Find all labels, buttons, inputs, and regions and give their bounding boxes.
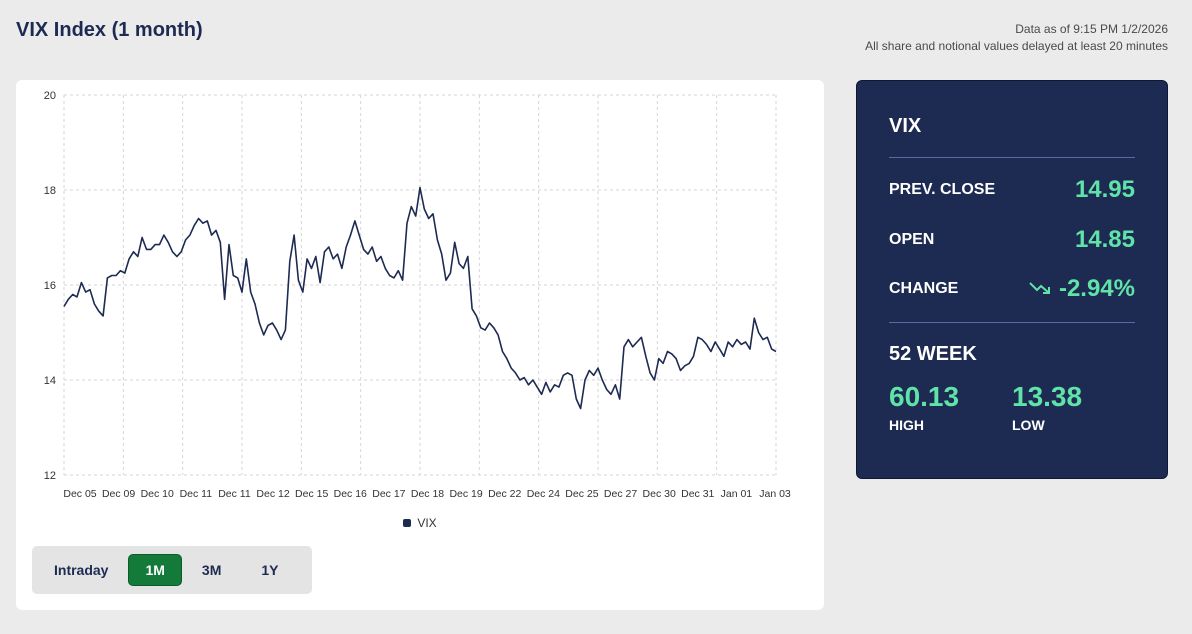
chart-card: 12 14 16 18 20 Dec 05 Dec 09 Dec 10 Dec 11 Dec 11… bbox=[16, 80, 824, 610]
prev-close-label: PREV. CLOSE bbox=[889, 181, 996, 198]
legend-label: VIX bbox=[417, 516, 437, 530]
x-tick-label: Jan 01 bbox=[721, 488, 753, 500]
y-tick-label: 16 bbox=[44, 280, 56, 292]
vix-line-chart[interactable]: 12 14 16 18 20 Dec 05 Dec 09 Dec 10 Dec 11 Dec 11… bbox=[16, 80, 824, 510]
x-tick-label: Dec 12 bbox=[256, 488, 289, 500]
range-button-1m[interactable]: 1M bbox=[128, 554, 182, 586]
x-tick-label: Dec 16 bbox=[334, 488, 367, 500]
change-value-group: -2.94% bbox=[1029, 275, 1135, 303]
y-tick-label: 14 bbox=[44, 375, 56, 387]
x-tick-label: Dec 24 bbox=[527, 488, 560, 500]
x-tick-label: Dec 17 bbox=[372, 488, 405, 500]
x-tick-label: Dec 15 bbox=[295, 488, 328, 500]
x-tick-label: Dec 25 bbox=[565, 488, 598, 500]
x-tick-label: Dec 10 bbox=[141, 488, 174, 500]
divider bbox=[889, 157, 1135, 158]
week52-label: 52 WEEK bbox=[889, 343, 977, 365]
range-toggle: Intraday 1M 3M 1Y bbox=[32, 546, 312, 594]
x-tick-label: Dec 05 bbox=[63, 488, 96, 500]
x-tick-label: Dec 09 bbox=[102, 488, 135, 500]
chart-legend[interactable]: VIX bbox=[16, 516, 824, 530]
y-tick-label: 12 bbox=[44, 470, 56, 482]
page-title: VIX Index (1 month) bbox=[16, 19, 203, 41]
x-tick-label: Dec 11 bbox=[218, 488, 251, 500]
range-button-1y[interactable]: 1Y bbox=[261, 562, 279, 578]
week52-high-value: 60.13 bbox=[889, 381, 960, 412]
open-value: 14.85 bbox=[1074, 226, 1135, 253]
week52-low-label: LOW bbox=[1012, 417, 1045, 433]
x-tick-label: Jan 03 bbox=[759, 488, 791, 500]
series-line-vix bbox=[63, 186, 777, 410]
x-tick-label: Dec 18 bbox=[411, 488, 444, 500]
prev-close-value: 14.95 bbox=[1074, 176, 1135, 203]
y-tick-label: 20 bbox=[44, 90, 56, 102]
y-tick-label: 18 bbox=[44, 185, 56, 197]
quote-panel: VIX PREV. CLOSE 14.95 OPEN 14.85 CHANGE … bbox=[856, 80, 1168, 479]
x-tick-label: Dec 31 bbox=[681, 488, 714, 500]
week52-low-value: 13.38 bbox=[1012, 381, 1083, 412]
week52-high-label: HIGH bbox=[889, 417, 924, 433]
x-tick-label: Dec 19 bbox=[449, 488, 482, 500]
open-label: OPEN bbox=[889, 231, 935, 248]
range-button-3m[interactable]: 3M bbox=[201, 562, 222, 578]
divider bbox=[889, 322, 1135, 323]
legend-swatch bbox=[403, 519, 412, 527]
x-tick-label: Dec 11 bbox=[180, 488, 213, 500]
x-tick-label: Dec 27 bbox=[604, 488, 637, 500]
x-tick-label: Dec 30 bbox=[643, 488, 676, 500]
delay-note: All share and notional values delayed at… bbox=[865, 39, 1168, 53]
change-value: -2.94% bbox=[1058, 275, 1135, 302]
trending-down-icon bbox=[1029, 275, 1051, 303]
x-tick-label: Dec 22 bbox=[488, 488, 521, 500]
change-label: CHANGE bbox=[889, 280, 959, 297]
data-timestamp-block: Data as of 9:15 PM 1/2/2026 All share an… bbox=[865, 21, 1168, 55]
range-button-intraday[interactable]: Intraday bbox=[54, 562, 109, 578]
quote-symbol: VIX bbox=[889, 115, 922, 137]
data-as-of: Data as of 9:15 PM 1/2/2026 bbox=[1015, 22, 1168, 36]
